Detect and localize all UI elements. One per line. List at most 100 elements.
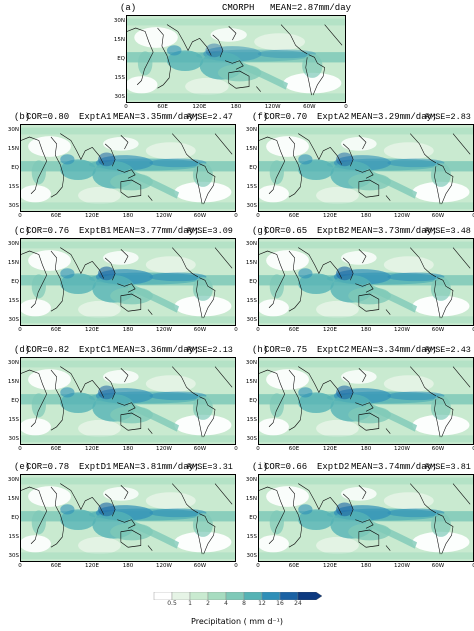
lat-tick-label: EQ (11, 279, 19, 285)
precipitation-map (126, 15, 346, 103)
panel-cor: COR=0.75 (264, 345, 308, 355)
lat-tick-label: 15S (246, 417, 258, 423)
panel-label: (e) (14, 462, 31, 472)
panel-label: (f) (252, 112, 269, 122)
panel-title: ExptC2 (317, 345, 350, 355)
lat-tick-label: EQ (11, 398, 19, 404)
lat-tick-label: 30N (245, 360, 257, 366)
colorbar-level-label: 0.5 (167, 600, 177, 607)
lon-tick-label: 60W (193, 563, 207, 569)
panel-rmse: RMSE=2.13 (187, 345, 233, 355)
lon-tick-label: 120W (394, 213, 410, 219)
lon-tick-label: 120E (323, 446, 337, 452)
lon-tick-label: 0 (256, 446, 260, 452)
lon-tick-label: 0 (234, 563, 238, 569)
lat-tick-label: 30N (7, 241, 19, 247)
lon-tick-label: 180 (122, 213, 134, 219)
lon-tick-label: 60E (288, 563, 300, 569)
colorbar-swatch (297, 592, 323, 600)
colorbar-level-label: 12 (258, 600, 266, 607)
panel-rmse: RMSE=3.09 (187, 226, 233, 236)
precipitation-map (258, 238, 474, 326)
lon-tick-label: 0 (256, 563, 260, 569)
lat-tick-label: 15N (7, 260, 19, 266)
lat-tick-label: 15N (113, 37, 125, 43)
lon-tick-label: 0 (18, 446, 22, 452)
lon-tick-label: 0 (234, 446, 238, 452)
lon-tick-label: 0 (18, 563, 22, 569)
lat-tick-label: 15S (8, 417, 20, 423)
lat-tick-label: 15S (8, 534, 20, 540)
colorbar-swatch (225, 592, 245, 600)
panel-title: CMORPH (222, 3, 255, 13)
lon-tick-label: 120E (192, 104, 207, 110)
lon-tick-label: 120W (156, 563, 172, 569)
lon-tick-label: 120E (85, 563, 99, 569)
lon-tick-label: 60E (50, 446, 62, 452)
panel-label: (a) (120, 3, 137, 13)
lon-tick-label: 60E (50, 213, 62, 219)
panel-mean: MEAN=3.81mm/day; (113, 462, 200, 472)
panel-title: ExptB2 (317, 226, 350, 236)
lat-tick-label: 30S (8, 553, 20, 559)
panel-mean: MEAN=3.36mm/day; (113, 345, 200, 355)
panel-title: ExptC1 (79, 345, 112, 355)
lat-tick-label: 30N (245, 127, 257, 133)
colorbar-title: Precipitation ( mm d⁻¹) (191, 617, 283, 626)
panel-label: (c) (14, 226, 31, 236)
precipitation-map (20, 474, 236, 562)
lat-tick-label: 15S (246, 184, 258, 190)
colorbar-level-label: 16 (276, 600, 284, 607)
lon-tick-label: 0 (344, 104, 348, 110)
precipitation-map (20, 238, 236, 326)
lat-tick-label: 30S (8, 317, 20, 323)
colorbar-level-label: 1 (188, 600, 192, 607)
panel-label: (b) (14, 112, 31, 122)
lat-tick-label: 15N (245, 260, 257, 266)
lon-tick-label: 120W (394, 327, 410, 333)
lon-tick-label: 120W (156, 327, 172, 333)
lat-tick-label: 30N (245, 241, 257, 247)
panel-title: ExptD2 (317, 462, 350, 472)
panel-label: (i) (252, 462, 269, 472)
lon-tick-label: 120E (85, 213, 99, 219)
panel-title: ExptD1 (79, 462, 112, 472)
lat-tick-label: EQ (11, 515, 19, 521)
lon-tick-label: 180 (360, 563, 372, 569)
lat-tick-label: 30N (7, 477, 19, 483)
panel-rmse: RMSE=2.83 (425, 112, 471, 122)
lat-tick-label: 30S (114, 94, 126, 100)
lat-tick-label: 30S (246, 436, 258, 442)
lat-tick-label: 15N (245, 146, 257, 152)
panel-mean: MEAN=3.29mm/day; (351, 112, 438, 122)
lon-tick-label: 180 (230, 104, 242, 110)
lon-tick-label: 180 (122, 327, 134, 333)
lat-tick-label: 30S (246, 553, 258, 559)
lon-tick-label: 60W (193, 327, 207, 333)
lat-tick-label: 30S (246, 203, 258, 209)
lon-tick-label: 180 (360, 327, 372, 333)
lon-tick-label: 60W (303, 104, 316, 110)
lon-tick-label: 60E (157, 104, 168, 110)
lon-tick-label: 180 (360, 213, 372, 219)
lon-tick-label: 120W (394, 563, 410, 569)
lon-tick-label: 60W (431, 446, 445, 452)
lat-tick-label: 15S (8, 298, 20, 304)
panel-cor: COR=0.65 (264, 226, 308, 236)
lon-tick-label: 120E (85, 446, 99, 452)
lon-tick-label: 0 (464, 446, 474, 452)
lat-tick-label: 30N (245, 477, 257, 483)
colorbar-swatch (189, 592, 209, 600)
lon-tick-label: 60E (50, 563, 62, 569)
lat-tick-label: 30S (8, 203, 20, 209)
colorbar-level-label: 4 (224, 600, 228, 607)
lon-tick-label: 60W (431, 213, 445, 219)
panel-cor: COR=0.66 (264, 462, 308, 472)
lon-tick-label: 60W (431, 327, 445, 333)
panel-rmse: RMSE=3.31 (187, 462, 233, 472)
panel-label: (d) (14, 345, 31, 355)
panel-mean: MEAN=3.74mm/day; (351, 462, 438, 472)
panel-mean: MEAN=3.35mm/day; (113, 112, 200, 122)
colorbar-level-label: 24 (294, 600, 302, 607)
lon-tick-label: 0 (464, 327, 474, 333)
